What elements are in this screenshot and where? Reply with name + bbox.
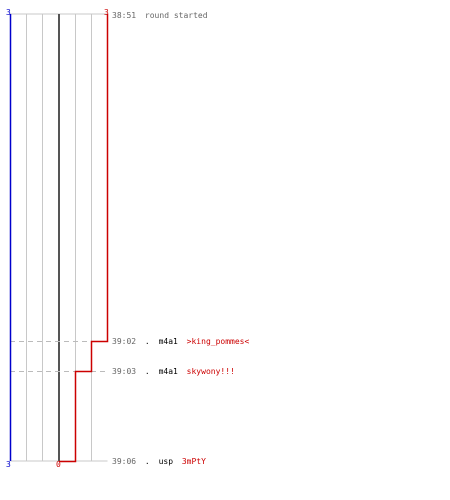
top-right-score: 3 [104,8,109,17]
bottom-right-score: 0 [56,460,61,469]
event-row: 39:03 . m4a1 skywony!!! [112,367,235,376]
svg-text:39:02 . m4a1: 39:02 . m4a1 >king_pommes< [112,337,249,346]
event-row: 39:02 . m4a1 >king_pommes< [112,337,249,346]
weapon-name: m4a1 [159,337,178,346]
round-start-text: round started [145,11,208,20]
top-left-score: 3 [6,8,11,17]
event-bullet: . [145,367,150,376]
bottom-left-score: 3 [6,460,11,469]
svg-text:38:51 round started: 38:51 round started [112,11,208,20]
player-name: 3mPtY [182,457,206,466]
event-time: 39:03 [112,367,136,376]
team-right-line [59,14,109,463]
event-time: 39:02 [112,337,136,346]
weapon-name: usp [159,457,174,466]
round-start-row: 38:51 round started [112,11,208,20]
event-bullet: . [145,337,150,346]
event-bullet: . [145,457,150,466]
svg-text:39:03 . m4a1: 39:03 . m4a1 skywony!!! [112,367,235,376]
player-name: skywony!!! [187,367,235,376]
event-time: 38:51 [112,11,136,20]
player-name: >king_pommes< [187,337,250,346]
weapon-name: m4a1 [159,367,178,376]
svg-text:39:06 . usp: 39:06 . usp 3mPtY [112,457,206,466]
event-guides [10,341,107,372]
event-row: 39:06 . usp 3mPtY [112,457,206,466]
event-time: 39:06 [112,457,136,466]
